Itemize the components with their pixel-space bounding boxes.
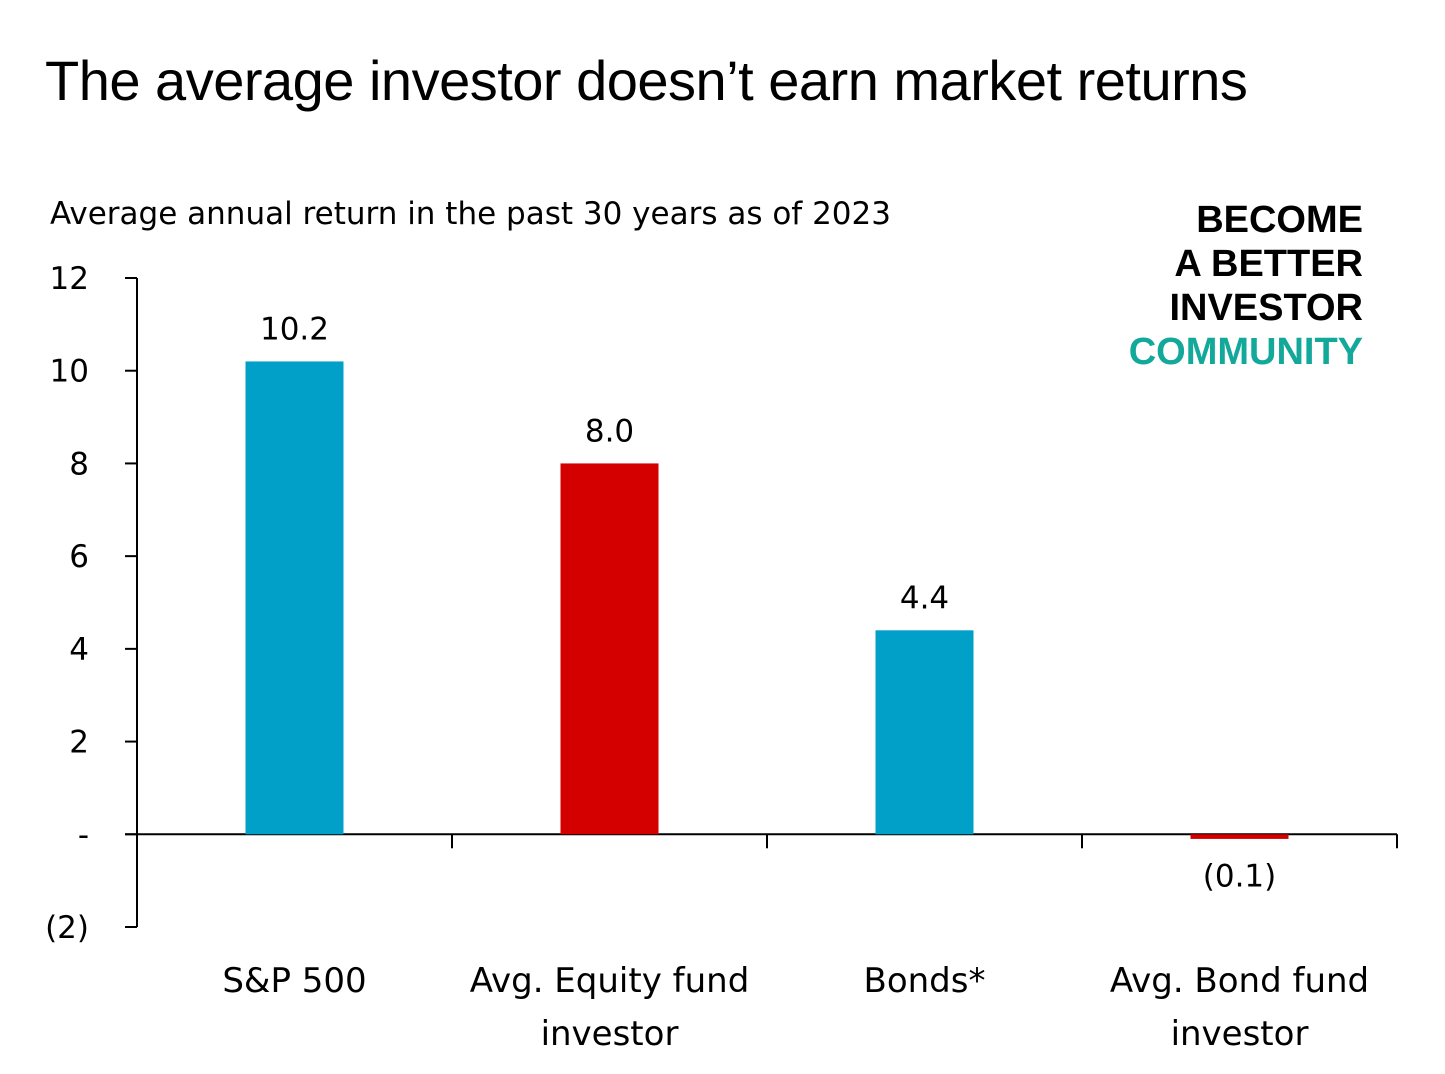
y-tick-label: 4: [69, 632, 89, 668]
brand-line-3: INVESTOR: [1169, 287, 1363, 329]
brand-line-2: A BETTER: [1174, 243, 1363, 285]
data-label: 10.2: [260, 311, 329, 347]
data-label: 4.4: [900, 580, 949, 616]
brand-logo: BECOME A BETTER INVESTOR COMMUNITY: [1129, 198, 1363, 374]
category-label: Avg. Equity fund: [470, 961, 750, 1001]
y-tick-label: 2: [69, 725, 89, 761]
bar: [245, 361, 344, 835]
y-tick-label: -: [78, 817, 89, 853]
y-tick-label: 8: [69, 446, 89, 482]
bar: [875, 630, 974, 835]
page-title: The average investor doesn’t earn market…: [45, 49, 1248, 112]
y-tick-label: (2): [45, 910, 89, 946]
category-label: investor: [541, 1014, 679, 1054]
category-label: Bonds*: [864, 961, 986, 1001]
data-label: 8.0: [585, 413, 634, 449]
brand-line-1: BECOME: [1196, 199, 1363, 241]
bar: [1190, 834, 1289, 839]
brand-line-4: COMMUNITY: [1128, 331, 1363, 373]
chart-subtitle: Average annual return in the past 30 yea…: [50, 196, 891, 232]
category-label: S&P 500: [222, 961, 366, 1001]
y-tick-label: 6: [69, 539, 89, 575]
y-tick-label: 10: [50, 354, 89, 390]
category-label: investor: [1171, 1014, 1309, 1054]
category-label: Avg. Bond fund: [1110, 961, 1369, 1001]
bar: [560, 463, 659, 835]
data-label: (0.1): [1203, 858, 1277, 894]
y-tick-label: 12: [50, 261, 89, 297]
